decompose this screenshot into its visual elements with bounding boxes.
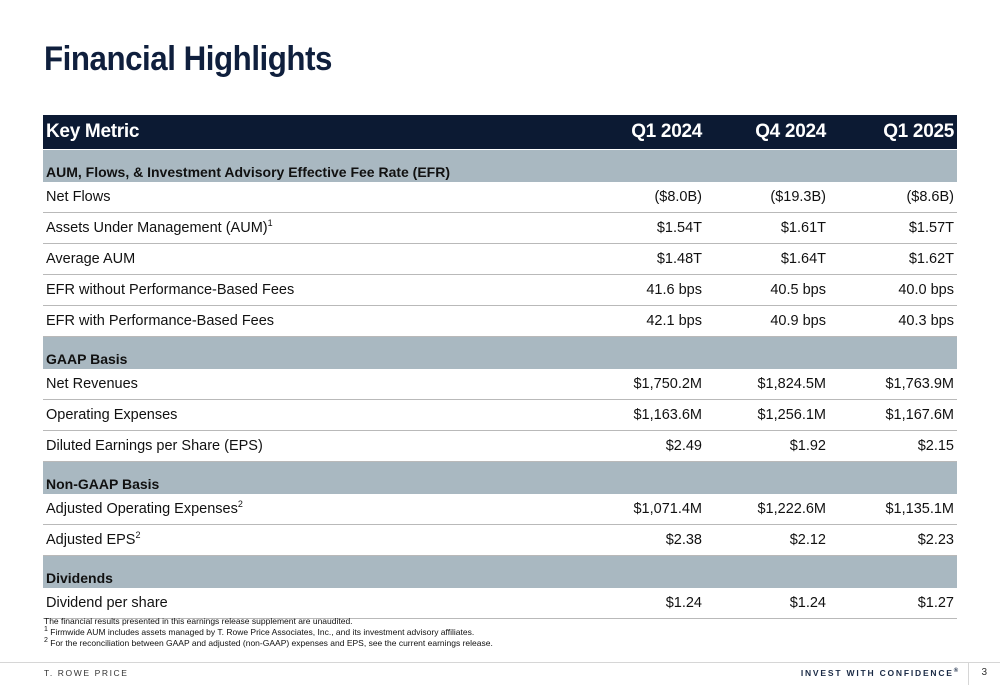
brand-tagline: INVEST WITH CONFIDENCE® xyxy=(801,668,960,678)
page-title: Financial Highlights xyxy=(44,40,332,78)
metric-label-cell: Diluted Earnings per Share (EPS) xyxy=(43,430,577,462)
metric-value: 40.0 bps xyxy=(829,274,957,306)
metric-label: Diluted Earnings per Share (EPS) xyxy=(46,438,263,454)
section-label: Non-GAAP Basis xyxy=(43,461,957,494)
footnotes: The financial results presented in this … xyxy=(44,616,493,649)
metric-value: $1,763.9M xyxy=(829,369,957,400)
metric-label: Adjusted Operating Expenses xyxy=(46,501,238,517)
metric-value: $2.38 xyxy=(577,524,705,556)
table-header-row: Key Metric Q1 2024 Q4 2024 Q1 2025 xyxy=(43,115,957,150)
metric-value: $1,824.5M xyxy=(705,369,829,400)
section-header-row: GAAP Basis xyxy=(43,336,957,369)
table-row: Adjusted EPS2 $2.38 $2.12 $2.23 xyxy=(43,524,957,556)
metric-value: $1,222.6M xyxy=(705,494,829,525)
table-row: Assets Under Management (AUM)1 $1.54T $1.6… xyxy=(43,212,957,244)
footnote-2-marker: 2 xyxy=(44,637,48,645)
table-row: Diluted Earnings per Share (EPS) $2.49 $1.… xyxy=(43,430,957,462)
metric-value: $2.12 xyxy=(705,524,829,556)
metric-value: $2.23 xyxy=(829,524,957,556)
metric-value: $1.61T xyxy=(705,212,829,244)
metric-label: Assets Under Management (AUM) xyxy=(46,220,268,236)
metric-value: $1.62T xyxy=(829,243,957,275)
footnote-1-text: Firmwide AUM includes assets managed by … xyxy=(47,627,475,637)
section-label: GAAP Basis xyxy=(43,336,957,369)
footnote-2: 2 For the reconciliation between GAAP an… xyxy=(44,637,493,649)
footnote-2-text: For the reconciliation between GAAP and … xyxy=(47,638,493,648)
financial-highlights-table: Key Metric Q1 2024 Q4 2024 Q1 2025 AUM, … xyxy=(43,115,957,619)
metric-label-cell: EFR without Performance-Based Fees xyxy=(43,274,577,306)
metric-label: EFR with Performance-Based Fees xyxy=(46,313,275,329)
table-row: Average AUM $1.48T $1.64T $1.62T xyxy=(43,243,957,275)
metric-value: $1,163.6M xyxy=(577,399,705,431)
page-number: 3 xyxy=(981,667,987,678)
metric-label: Average AUM xyxy=(46,251,136,267)
table-row: EFR without Performance-Based Fees 41.6 b… xyxy=(43,274,957,306)
metric-value: $1,256.1M xyxy=(705,399,829,431)
metric-value: $1.24 xyxy=(705,588,829,619)
section-label: AUM, Flows, & Investment Advisory Effect… xyxy=(43,149,957,182)
metric-value: $1.54T xyxy=(577,212,705,244)
metric-label: Net Flows xyxy=(46,189,111,205)
footnote-marker: 1 xyxy=(267,218,273,229)
header-q1-2025: Q1 2025 xyxy=(829,115,957,150)
metric-label-cell: Adjusted EPS2 xyxy=(43,524,577,556)
metric-value: $1.27 xyxy=(829,588,957,619)
footnote-1: 1 Firmwide AUM includes assets managed b… xyxy=(44,626,493,638)
metric-value: ($8.0B) xyxy=(577,182,705,213)
metric-value: $2.15 xyxy=(829,430,957,462)
brand-name: T. ROWE PRICE xyxy=(44,668,129,678)
header-q1-2024: Q1 2024 xyxy=(577,115,705,150)
section-header-row: AUM, Flows, & Investment Advisory Effect… xyxy=(43,149,957,182)
header-q4-2024: Q4 2024 xyxy=(705,115,829,150)
metric-label: EFR without Performance-Based Fees xyxy=(46,282,295,298)
metric-label-cell: Adjusted Operating Expenses2 xyxy=(43,494,577,525)
metric-value: $1.57T xyxy=(829,212,957,244)
footer-divider xyxy=(0,662,1000,663)
table-row: Operating Expenses $1,163.6M $1,256.1M $1,1… xyxy=(43,399,957,431)
metric-label-cell: Average AUM xyxy=(43,243,577,275)
footnote-1-marker: 1 xyxy=(44,626,48,634)
table-row: Net Flows ($8.0B) ($19.3B) ($8.6B) xyxy=(43,182,957,213)
tagline-text: INVEST WITH CONFIDENCE xyxy=(800,668,954,678)
metric-value: $1.48T xyxy=(577,243,705,275)
metric-label: Operating Expenses xyxy=(46,407,178,423)
metric-value: $2.49 xyxy=(577,430,705,462)
metric-value: 40.5 bps xyxy=(705,274,829,306)
footnote-marker: 2 xyxy=(135,530,141,541)
section-label: Dividends xyxy=(43,555,957,588)
header-key-metric: Key Metric xyxy=(43,115,577,150)
table-row: Net Revenues $1,750.2M $1,824.5M $1,763.9M xyxy=(43,369,957,400)
table-row: Dividend per share $1.24 $1.24 $1.27 xyxy=(43,588,957,619)
metric-value: $1,135.1M xyxy=(829,494,957,525)
metric-value: $1,750.2M xyxy=(577,369,705,400)
metric-label-cell: Dividend per share xyxy=(43,588,577,619)
section-header-row: Dividends xyxy=(43,555,957,588)
footnote-marker: 2 xyxy=(237,499,243,510)
table-row: EFR with Performance-Based Fees 42.1 bps 4… xyxy=(43,305,957,337)
metric-label: Net Revenues xyxy=(46,376,138,392)
metric-value: $1.64T xyxy=(705,243,829,275)
page-number-divider xyxy=(968,662,969,685)
metric-value: 42.1 bps xyxy=(577,305,705,337)
metric-label-cell: Assets Under Management (AUM)1 xyxy=(43,212,577,244)
metric-label-cell: EFR with Performance-Based Fees xyxy=(43,305,577,337)
metric-label: Dividend per share xyxy=(46,595,168,611)
metric-value: 40.3 bps xyxy=(829,305,957,337)
metric-value: $1.24 xyxy=(577,588,705,619)
table-row: Adjusted Operating Expenses2 $1,071.4M $1,… xyxy=(43,494,957,525)
metric-value: $1,167.6M xyxy=(829,399,957,431)
metric-value: ($8.6B) xyxy=(829,182,957,213)
metric-label: Adjusted EPS xyxy=(46,532,136,548)
section-header-row: Non-GAAP Basis xyxy=(43,461,957,494)
metric-label-cell: Net Flows xyxy=(43,182,577,213)
metric-value: 41.6 bps xyxy=(577,274,705,306)
metric-value: $1.92 xyxy=(705,430,829,462)
footnote-unaudited: The financial results presented in this … xyxy=(44,616,353,626)
metric-value: 40.9 bps xyxy=(705,305,829,337)
metric-label-cell: Net Revenues xyxy=(43,369,577,400)
metric-label-cell: Operating Expenses xyxy=(43,399,577,431)
metric-value: ($19.3B) xyxy=(705,182,829,213)
metric-value: $1,071.4M xyxy=(577,494,705,525)
registered-mark: ® xyxy=(953,668,960,675)
